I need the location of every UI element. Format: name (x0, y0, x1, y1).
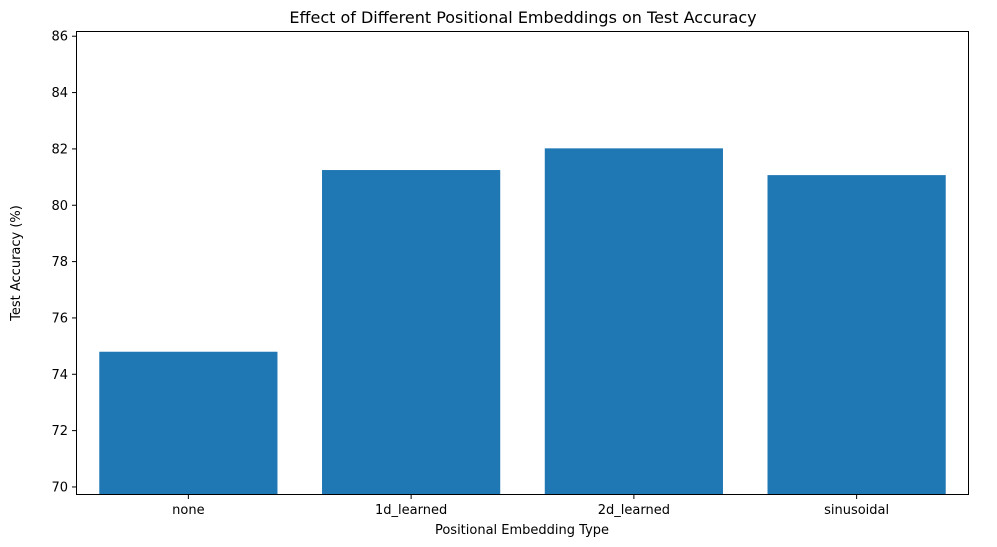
y-tick-label: 72 (51, 424, 68, 439)
x-tick-label: 2d_learned (598, 503, 670, 518)
x-tick-label: sinusoidal (824, 503, 889, 518)
y-tick-label: 80 (51, 199, 68, 214)
plot-frame (76, 31, 969, 495)
bar-2d_learned (544, 148, 723, 494)
y-tick-label: 70 (51, 480, 68, 495)
bars-group (99, 148, 946, 495)
x-tick-label: none (172, 503, 204, 518)
y-axis-label: Test Accuracy (%) (9, 205, 24, 322)
y-tick-label: 78 (51, 255, 68, 270)
y-axis-ticks: 70 72 74 76 78 80 82 84 86 (51, 30, 77, 495)
bar-none (99, 351, 278, 494)
bar-1d_learned (322, 170, 501, 495)
y-tick-label: 86 (51, 30, 68, 45)
x-tick-label: 1d_learned (375, 503, 447, 518)
y-tick-label: 84 (51, 86, 68, 101)
y-tick-label: 76 (51, 311, 68, 326)
y-tick-label: 74 (51, 368, 68, 383)
y-tick-label: 82 (51, 142, 68, 157)
bar-sinusoidal (767, 175, 946, 495)
x-axis-label: Positional Embedding Type (435, 523, 609, 538)
chart-title: Effect of Different Positional Embedding… (289, 8, 756, 27)
x-axis-ticks: none 1d_learned 2d_learned sinusoidal (172, 494, 889, 518)
